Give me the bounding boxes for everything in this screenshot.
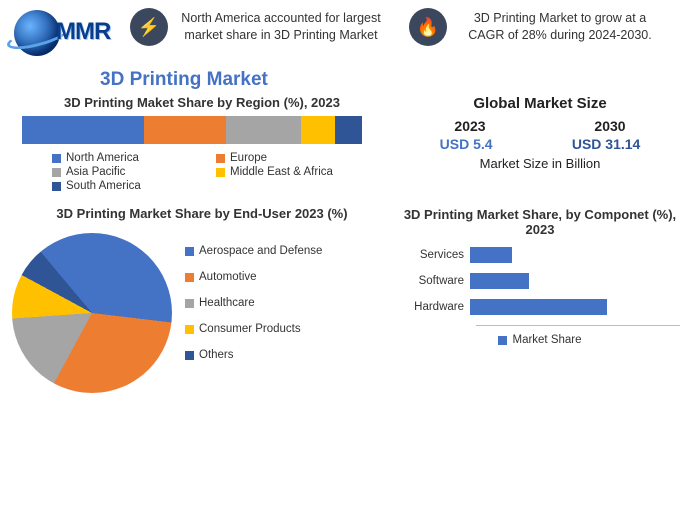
legend-swatch [52,168,61,177]
gms-val-0: USD 5.4 [440,136,493,152]
fact-2: 🔥 3D Printing Market to grow at a CAGR o… [409,8,680,46]
fact-2-text: 3D Printing Market to grow at a CAGR of … [455,10,665,44]
region-legend-item: Asia Pacific [52,166,208,178]
left-column: 3D Printing Maket Share by Region (%), 2… [12,95,392,398]
component-legend-swatch [498,336,507,345]
enduser-legend: Aerospace and Defense Automotive Healthcar… [177,233,322,398]
component-bar-row: Software [400,273,680,289]
content-grid: 3D Printing Maket Share by Region (%), 2… [0,95,692,398]
region-seg-south-america [335,116,362,144]
enduser-legend-item: Others [185,349,322,361]
legend-label: Automotive [199,271,257,283]
legend-swatch [185,351,194,360]
legend-swatch [216,168,225,177]
region-legend: North America Europe Asia Pacific Middle Ea… [12,152,392,192]
component-bar-fill [470,247,512,263]
legend-label: Consumer Products [199,323,301,335]
right-column: Global Market Size 2023 2030 USD 5.4 USD… [400,95,680,398]
component-bar-track [470,273,680,289]
gms-year-0: 2023 [454,118,485,134]
component-bar-track [470,247,680,263]
enduser-legend-item: Automotive [185,271,322,283]
component-bar-rows: Services Software Hardware [400,247,680,315]
gms-years: 2023 2030 [400,118,680,134]
logo-text: MMR [56,18,110,46]
legend-swatch [216,154,225,163]
gms-year-1: 2030 [594,118,625,134]
component-bar-fill [470,273,529,289]
region-chart-title: 3D Printing Maket Share by Region (%), 2… [12,95,392,110]
gms-values: USD 5.4 USD 31.14 [400,136,680,152]
component-legend: Market Share [400,334,680,346]
enduser-pie [12,233,172,393]
legend-swatch [185,325,194,334]
legend-label: Europe [230,152,267,164]
component-bar-row: Hardware [400,299,680,315]
mmr-logo: MMR [12,8,122,63]
region-seg-middle-east-africa [301,116,335,144]
region-seg-europe [144,116,226,144]
enduser-pie-section: Aerospace and Defense Automotive Healthcar… [12,233,392,398]
enduser-legend-item: Healthcare [185,297,322,309]
region-stacked-bar [22,116,362,144]
fact-1-text: North America accounted for largest mark… [176,10,386,44]
gms-val-1: USD 31.14 [572,136,640,152]
enduser-legend-item: Consumer Products [185,323,322,335]
component-bar-label: Services [400,249,470,261]
legend-swatch [52,154,61,163]
region-legend-item: Europe [216,152,372,164]
legend-label: Middle East & Africa [230,166,333,178]
pie-wrap [12,233,177,398]
region-seg-north-america [22,116,144,144]
legend-label: South America [66,180,141,192]
bar-axis [476,325,680,326]
region-legend-item: Middle East & Africa [216,166,372,178]
gms-caption: Market Size in Billion [400,156,680,171]
region-legend-item: South America [52,180,208,192]
region-seg-asia-pacific [226,116,301,144]
component-chart-title: 3D Printing Market Share, by Componet (%… [400,207,680,237]
legend-swatch [52,182,61,191]
component-legend-label: Market Share [512,334,581,346]
gms-title: Global Market Size [400,95,680,112]
global-market-size: Global Market Size 2023 2030 USD 5.4 USD… [400,95,680,171]
component-bar-label: Software [400,275,470,287]
legend-label: Others [199,349,234,361]
legend-label: Healthcare [199,297,255,309]
component-bar-label: Hardware [400,301,470,313]
flame-icon: 🔥 [409,8,447,46]
component-bar-row: Services [400,247,680,263]
main-title: 3D Printing Market [100,69,692,91]
legend-label: Aerospace and Defense [199,245,322,257]
component-bar-chart: 3D Printing Market Share, by Componet (%… [400,207,680,346]
enduser-legend-item: Aerospace and Defense [185,245,322,257]
fact-1: ⚡ North America accounted for largest ma… [130,8,401,46]
component-bar-fill [470,299,607,315]
legend-swatch [185,299,194,308]
enduser-chart-title: 3D Printing Market Share by End-User 202… [12,206,392,221]
legend-swatch [185,273,194,282]
header: MMR ⚡ North America accounted for larges… [0,0,692,67]
bolt-icon: ⚡ [130,8,168,46]
legend-label: Asia Pacific [66,166,125,178]
component-bar-track [470,299,680,315]
legend-swatch [185,247,194,256]
legend-label: North America [66,152,139,164]
region-legend-item: North America [52,152,208,164]
